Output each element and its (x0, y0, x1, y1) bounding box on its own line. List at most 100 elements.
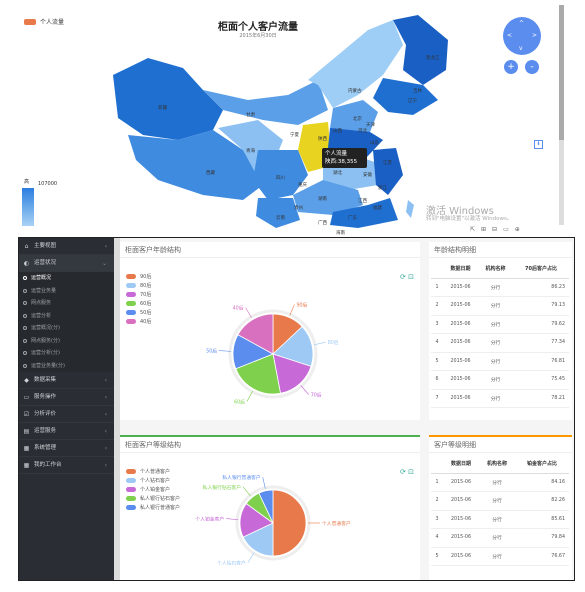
legend-entry[interactable]: 50后 (126, 308, 151, 317)
sidebar-item[interactable]: ▦ 我的工作台 ‹ (19, 457, 114, 474)
scale-high-label: 高 (24, 179, 30, 185)
sidebar-subitem[interactable]: 运营分析 (19, 309, 114, 322)
legend-entry[interactable]: 个人钻石客户 (126, 476, 180, 485)
table-cell: 分行 (478, 296, 514, 316)
grade-detail-table: 数据日期 机构名称 铂金客户占比 1 2015-06 分行 84.16 2 2015-06 分行 8… (431, 455, 569, 566)
map-region-label: 山西 (333, 129, 342, 134)
legend-entry[interactable]: 80后 (126, 281, 151, 290)
age-legend: 90后 80后 70后 60后 50后 40后 (126, 272, 151, 326)
sidebar-subitem[interactable]: 运营业务量(分) (19, 359, 114, 372)
table-row[interactable]: 7 2015-06 分行 78.21 (431, 389, 569, 408)
pie-slice[interactable] (272, 326, 314, 367)
sidebar-subitem[interactable]: 运营分析(分) (19, 347, 114, 360)
sidebar-item[interactable]: ▤ 运营服务 ‹ (19, 423, 114, 440)
panel-title: 柜面客户年龄结构 (120, 242, 420, 258)
panel-title: 年龄结构明细 (429, 242, 572, 258)
legend-entry[interactable]: 70后 (126, 290, 151, 299)
column-header[interactable] (431, 455, 443, 474)
map-pan-control[interactable]: ^ v < > (503, 17, 541, 55)
legend-entry[interactable]: 私人银行普通客户 (126, 503, 180, 512)
legend-entry[interactable]: 私人银行钻石客户 (126, 494, 180, 503)
pie-slice[interactable] (272, 489, 307, 557)
table-row[interactable]: 2 2015-06 分行 82.26 (431, 491, 569, 511)
color-scale-bar[interactable] (22, 188, 34, 226)
zoom-out-button[interactable]: - (525, 60, 539, 74)
table-cell: 分行 (478, 389, 514, 408)
toolbar-icons[interactable]: ⇱⊞⊟▭⊕ (470, 226, 526, 233)
sidebar-item[interactable]: ⌂ 主要视图 ‹ (19, 238, 114, 255)
legend-swatch (126, 310, 136, 315)
pie-slice[interactable] (235, 353, 281, 395)
table-row[interactable]: 3 2015-06 分行 79.62 (431, 315, 569, 334)
refresh-save-icons[interactable]: ⟳ ⊡ (400, 273, 414, 281)
table-row[interactable]: 2 2015-06 分行 79.13 (431, 296, 569, 316)
map-region-label: 河北 (358, 129, 367, 134)
legend-entry[interactable]: 个人普通客户 (126, 467, 180, 476)
table-cell: 2015-06 (443, 352, 479, 371)
pie-slice[interactable] (258, 489, 274, 524)
tooltip-title: 个人流量 (325, 151, 348, 157)
age-pie-chart[interactable]: 90后 80后 70后 60后 50后 40后 (120, 258, 420, 420)
pan-down-button[interactable]: v (519, 45, 523, 52)
sidebar-item[interactable]: ◆ 数据采集 ‹ (19, 372, 114, 389)
column-header[interactable]: 70后客户占比 (513, 260, 569, 279)
map-region-label: 青海 (246, 149, 255, 154)
chevron-icon: ‹ (104, 393, 107, 401)
column-header[interactable]: 机构名称 (479, 455, 516, 474)
legend-swatch (126, 487, 136, 492)
table-row[interactable]: 5 2015-06 分行 76.67 (431, 547, 569, 566)
table-row[interactable]: 5 2015-06 分行 76.81 (431, 352, 569, 371)
sidebar-item[interactable]: ☑ 分析评价 ‹ (19, 406, 114, 423)
sidebar-subitem[interactable]: 运营业务量 (19, 284, 114, 297)
legend-entry[interactable]: 个人铂金客户 (126, 485, 180, 494)
column-header[interactable]: 数据日期 (443, 260, 479, 279)
pan-left-button[interactable]: < (507, 32, 513, 39)
sidebar-subitem[interactable]: 运营概况(分) (19, 322, 114, 335)
table-row[interactable]: 3 2015-06 分行 85.61 (431, 510, 569, 529)
table-row[interactable]: 4 2015-06 分行 79.84 (431, 528, 569, 548)
slice-label: 私人银行普通客户 (222, 474, 261, 481)
panel-title: 柜面客户等级结构 (120, 437, 420, 453)
table-row[interactable]: 1 2015-06 分行 86.23 (431, 278, 569, 297)
sidebar-item[interactable]: ◐ 运营状况 ⌄ (19, 255, 114, 272)
table-cell: 2015-06 (443, 315, 479, 334)
save-icon[interactable]: ⬇ (534, 140, 543, 149)
subitem-label: 运营分析(分) (31, 350, 60, 356)
table-row[interactable]: 4 2015-06 分行 77.34 (431, 333, 569, 353)
sidebar-item[interactable]: ▦ 系统管理 ‹ (19, 440, 114, 457)
refresh-save-icons[interactable]: ⟳ ⊡ (400, 468, 414, 476)
pie-slice[interactable] (237, 313, 274, 355)
zoom-in-button[interactable]: + (504, 60, 518, 74)
slice-leader-line (247, 552, 255, 563)
subitem-label: 运营分析 (31, 312, 52, 319)
slice-label: 个人普通客户 (322, 520, 351, 527)
pan-up-button[interactable]: ^ (519, 20, 525, 27)
map-region-label: 天津 (366, 123, 375, 128)
pie-slice[interactable] (272, 353, 312, 394)
map-region (308, 20, 403, 108)
map-region-label: 重庆 (298, 183, 307, 188)
legend-entry[interactable]: 60后 (126, 299, 151, 308)
legend-entry[interactable]: 90后 (126, 272, 151, 281)
table-row[interactable]: 6 2015-06 分行 75.45 (431, 370, 569, 390)
map-region-label: 甘肃 (246, 113, 255, 118)
column-header[interactable]: 机构名称 (478, 260, 514, 279)
table-cell: 5 (431, 547, 443, 566)
sidebar-subitem[interactable]: 运营概况 (19, 272, 114, 285)
bullet-icon (23, 363, 27, 368)
sidebar-subitem[interactable]: 网点服务 (19, 297, 114, 310)
map-region-label: 湖南 (318, 197, 327, 202)
table-cell: 77.34 (513, 333, 569, 353)
scrollbar-thumb[interactable] (559, 5, 564, 140)
sidebar-item[interactable]: ▭ 服务操作 ‹ (19, 389, 114, 406)
legend-entry[interactable]: 40后 (126, 317, 151, 326)
sidebar-subitem[interactable]: 网点服务(分) (19, 334, 114, 347)
column-header[interactable]: 数据日期 (443, 455, 480, 474)
map-legend[interactable]: 个人流量 (24, 17, 64, 26)
column-header[interactable] (431, 260, 443, 279)
table-row[interactable]: 1 2015-06 分行 84.16 (431, 473, 569, 492)
pan-right-button[interactable]: > (532, 32, 538, 39)
column-header[interactable]: 铂金客户占比 (515, 455, 569, 474)
table-cell: 78.21 (513, 389, 569, 408)
